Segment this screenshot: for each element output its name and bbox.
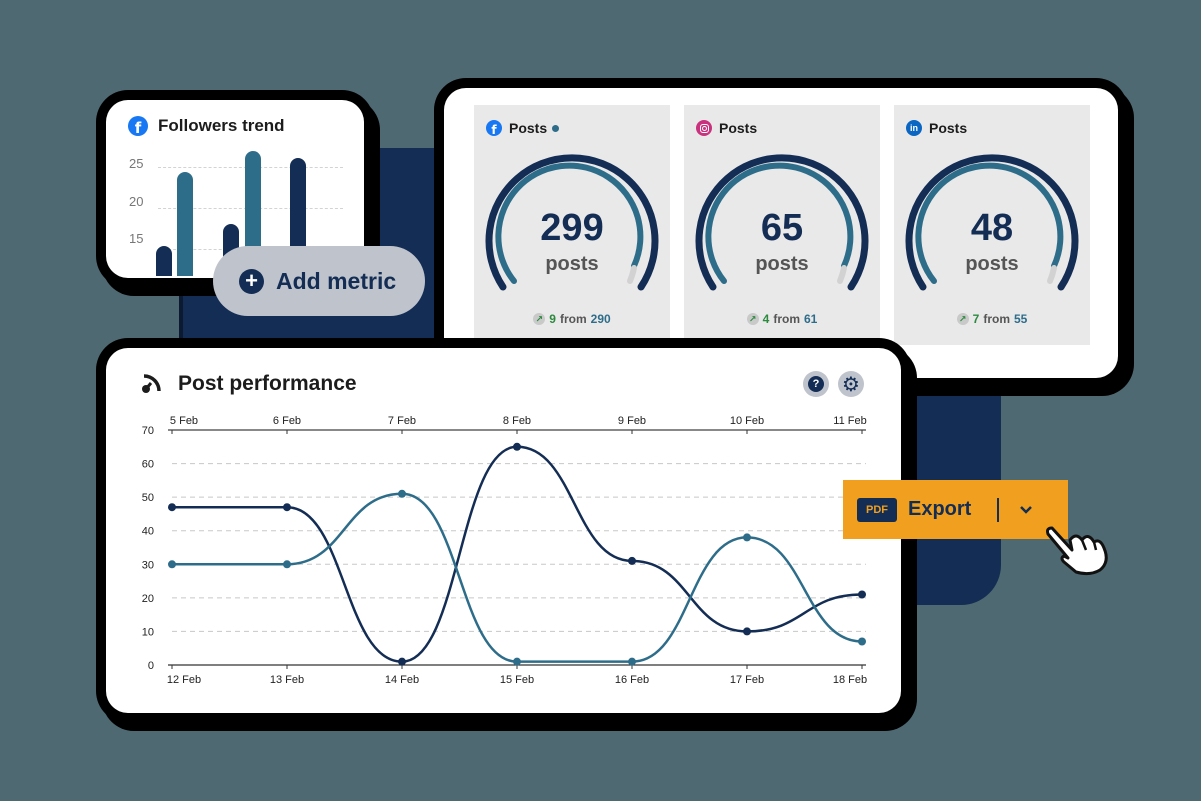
- hand-pointer-icon: [1046, 526, 1108, 576]
- arrow-up-right-icon: ↗: [533, 313, 546, 325]
- data-point[interactable]: [513, 657, 521, 666]
- stat-tile-linkedin[interactable]: in Posts 48 posts ↗ 7 from 55: [894, 105, 1090, 345]
- pdf-badge: PDF: [857, 497, 897, 522]
- gauge-chart: [905, 154, 1079, 291]
- data-point[interactable]: [398, 657, 406, 666]
- data-point[interactable]: [628, 657, 636, 666]
- data-point[interactable]: [743, 627, 751, 636]
- stat-value: 48: [970, 207, 1014, 249]
- stat-header: in Posts: [906, 120, 967, 136]
- data-point[interactable]: [283, 503, 291, 512]
- gear-icon: ⚙: [842, 372, 860, 396]
- y-tick-label: 20: [142, 593, 154, 605]
- y-tick-label: 10: [142, 626, 154, 638]
- line-series: [172, 445, 863, 663]
- x-bottom-label: 16 Feb: [615, 674, 649, 686]
- gauge-icon: [142, 374, 161, 393]
- chevron-down-icon[interactable]: [1019, 505, 1033, 515]
- bar: [245, 151, 261, 276]
- help-icon: ?: [808, 376, 824, 392]
- y-tick-label: 60: [142, 459, 154, 471]
- data-point[interactable]: [513, 442, 521, 451]
- stat-title: Posts: [929, 120, 968, 136]
- post-performance-header: Post performance: [140, 372, 357, 396]
- y-tick: 20: [129, 194, 144, 209]
- x-bottom-label: 14 Feb: [385, 674, 419, 686]
- x-top-label: 5 Feb: [170, 415, 198, 427]
- export-divider: [997, 497, 1000, 522]
- x-bottom-label: 12 Feb: [167, 674, 201, 686]
- settings-button[interactable]: ⚙: [838, 371, 864, 397]
- arrow-up-right-icon: ↗: [956, 313, 969, 325]
- facebook-icon: f: [128, 116, 148, 136]
- y-tick-label: 70: [142, 425, 154, 437]
- stat-unit: posts: [965, 253, 1019, 275]
- data-point[interactable]: [858, 637, 866, 646]
- status-dot: [552, 124, 560, 132]
- followers-trend-card: f Followers trend 25 20 15: [106, 100, 364, 278]
- y-tick-label: 50: [142, 492, 154, 504]
- stat-unit: posts: [545, 253, 599, 275]
- x-top-label: 10 Feb: [730, 415, 764, 427]
- x-bottom-label: 15 Feb: [500, 674, 534, 686]
- add-metric-label: Add metric: [276, 267, 397, 294]
- y-tick-label: 40: [142, 526, 154, 538]
- data-point[interactable]: [168, 560, 176, 569]
- linkedin-icon: in: [906, 120, 922, 136]
- post-performance-card: Post performance ? ⚙ 0 10 20 30 40 50 60 70 5 Fe…: [106, 348, 901, 713]
- stat-tile-instagram[interactable]: Posts 65 posts ↗ 4 from 61: [684, 105, 880, 345]
- stat-change: ↗ 7 from 55: [894, 312, 1090, 326]
- x-top-label: 9 Feb: [618, 415, 646, 427]
- export-button[interactable]: PDF Export: [843, 480, 1068, 539]
- gauge-chart: [695, 154, 869, 291]
- plus-circle-icon: +: [239, 268, 264, 294]
- add-metric-button[interactable]: + Add metric: [213, 246, 425, 316]
- stat-change: ↗ 4 from 61: [684, 312, 880, 326]
- x-top-label: 7 Feb: [388, 415, 416, 427]
- x-top-label: 6 Feb: [273, 415, 301, 427]
- bar: [156, 246, 172, 276]
- data-point[interactable]: [168, 503, 176, 512]
- x-bottom-label: 17 Feb: [730, 674, 764, 686]
- stat-title: Posts: [509, 120, 548, 136]
- post-performance-title: Post performance: [178, 372, 357, 395]
- data-point[interactable]: [398, 489, 406, 498]
- stat-change: ↗ 9 from 290: [474, 312, 670, 326]
- y-tick-label: 0: [148, 660, 154, 672]
- line-series: [172, 492, 863, 663]
- x-top-label: 11 Feb: [833, 415, 866, 427]
- stat-value: 65: [760, 207, 804, 249]
- x-top-label: 8 Feb: [503, 415, 531, 427]
- x-bottom-label: 18 Feb: [833, 674, 867, 686]
- y-tick: 25: [129, 156, 144, 171]
- data-point[interactable]: [743, 533, 751, 542]
- x-bottom-label: 13 Feb: [270, 674, 304, 686]
- stat-tile-facebook[interactable]: f Posts 299 posts ↗ 9 from 290: [474, 105, 670, 345]
- help-button[interactable]: ?: [803, 371, 829, 397]
- export-label: Export: [908, 498, 972, 520]
- followers-trend-header: f Followers trend: [128, 116, 285, 136]
- bar: [177, 172, 193, 276]
- stat-header: f Posts: [486, 120, 560, 136]
- instagram-icon: [696, 120, 712, 136]
- data-point[interactable]: [628, 556, 636, 565]
- gauge-chart: [485, 154, 659, 291]
- facebook-icon: f: [486, 120, 502, 136]
- stat-title: Posts: [719, 120, 758, 136]
- stat-value: 299: [540, 207, 604, 249]
- stat-header: Posts: [696, 120, 757, 136]
- post-performance-chart: 0 10 20 30 40 50 60 70 5 Feb 6 Feb 7 Feb 8 Feb 9 Feb…: [142, 415, 867, 686]
- arrow-up-right-icon: ↗: [746, 313, 759, 325]
- followers-trend-title: Followers trend: [158, 116, 285, 135]
- data-point[interactable]: [283, 560, 291, 569]
- stat-unit: posts: [755, 253, 809, 275]
- y-tick-label: 30: [142, 559, 154, 571]
- y-tick: 15: [129, 231, 144, 246]
- posts-stats-card: f Posts 299 posts ↗ 9 from 290 Posts 65: [444, 88, 1118, 378]
- data-point[interactable]: [858, 590, 866, 599]
